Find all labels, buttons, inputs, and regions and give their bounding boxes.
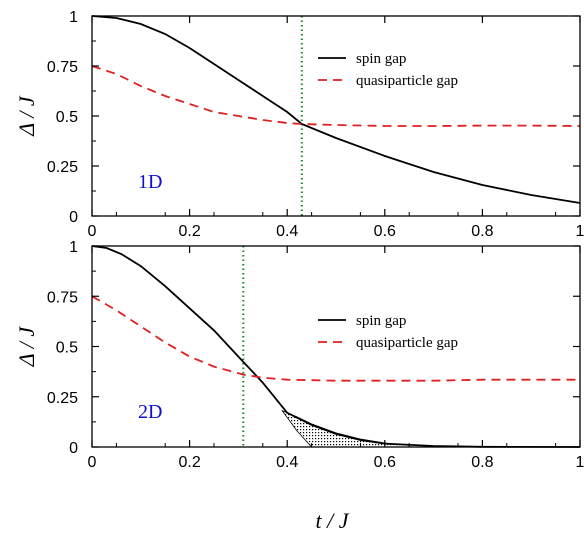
shaded-region (281, 409, 410, 448)
x-tick-label: 0.4 (276, 223, 298, 240)
x-tick-label: 0 (88, 454, 97, 471)
y-tick-label: 0 (69, 209, 78, 226)
plot-frame (91, 15, 581, 217)
legend-label: quasiparticle gap (356, 73, 458, 89)
series-line-spin-gap (91, 15, 581, 204)
y-axis-title: Δ / J (14, 95, 39, 137)
x-tick-label: 0 (88, 223, 97, 240)
panel-label: 1D (138, 171, 162, 193)
series-line-quasiparticle-gap (91, 65, 581, 127)
y-tick-label: 1 (69, 9, 78, 26)
chart-panel-2D: 0 0.2 0.4 0.6 0.8 1 0 0.25 0.5 0.75 1 Δ / J t / J 2D s… (14, 239, 584, 533)
x-axis-title: t / J (316, 508, 350, 533)
y-tick-label: 0.5 (56, 109, 78, 126)
legend-label: spin gap (356, 51, 406, 67)
x-tick-label: 0.2 (178, 223, 200, 240)
panel-label: 2D (138, 401, 162, 423)
x-tick-label: 0.8 (471, 223, 493, 240)
x-tick-label: 1 (576, 454, 584, 471)
x-tick-label: 0.4 (276, 454, 298, 471)
y-tick-label: 0.25 (47, 159, 78, 176)
y-tick-label: 1 (69, 239, 78, 256)
x-tick-label: 0.6 (374, 454, 396, 471)
chart-panel-1D: 0 0.2 0.4 0.6 0.8 1 0 0.25 0.5 0.75 1 Δ / J 1D spin g… (14, 9, 584, 240)
plot-frame (91, 245, 581, 448)
x-tick-label: 0.2 (178, 454, 200, 471)
y-tick-label: 0.75 (47, 59, 78, 76)
legend: spin gap quasiparticle gap (318, 313, 458, 351)
x-tick-label: 1 (576, 223, 584, 240)
y-tick-label: 0.25 (47, 390, 78, 407)
series-line-spin-gap (91, 245, 581, 448)
legend: spin gap quasiparticle gap (318, 51, 458, 89)
series-line-quasiparticle-gap (91, 295, 580, 382)
legend-label: quasiparticle gap (356, 335, 458, 351)
y-tick-label: 0 (69, 440, 78, 457)
y-axis-title: Δ / J (14, 326, 39, 368)
legend-label: spin gap (356, 313, 406, 329)
x-tick-label: 0.6 (374, 223, 396, 240)
y-tick-label: 0.75 (47, 289, 78, 306)
y-tick-label: 0.5 (56, 340, 78, 357)
x-tick-label: 0.8 (471, 454, 493, 471)
